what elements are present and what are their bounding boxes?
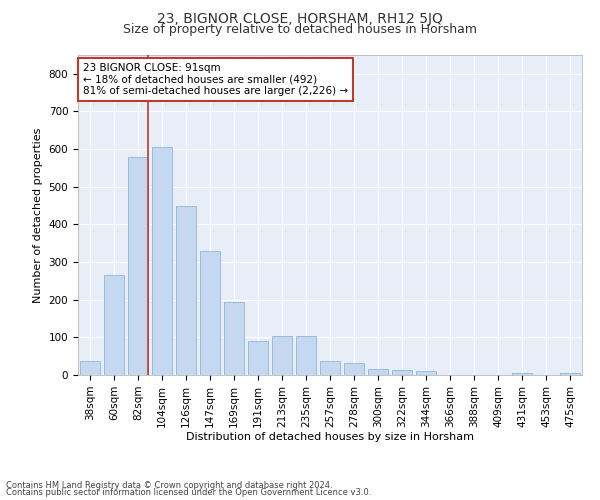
Bar [344, 363, 364, 375]
Bar [200, 251, 220, 375]
Bar [176, 206, 196, 375]
Bar [248, 341, 268, 375]
Bar [368, 368, 388, 375]
Text: 23 BIGNOR CLOSE: 91sqm
← 18% of detached houses are smaller (492)
81% of semi-de: 23 BIGNOR CLOSE: 91sqm ← 18% of detached… [83, 63, 348, 96]
Bar [560, 373, 580, 375]
Bar [272, 336, 292, 375]
Bar [320, 361, 340, 375]
Bar [392, 370, 412, 375]
Bar [128, 156, 148, 375]
Text: Contains HM Land Registry data © Crown copyright and database right 2024.: Contains HM Land Registry data © Crown c… [6, 480, 332, 490]
Bar [152, 147, 172, 375]
X-axis label: Distribution of detached houses by size in Horsham: Distribution of detached houses by size … [186, 432, 474, 442]
Text: Contains public sector information licensed under the Open Government Licence v3: Contains public sector information licen… [6, 488, 371, 497]
Bar [296, 336, 316, 375]
Bar [80, 360, 100, 375]
Text: Size of property relative to detached houses in Horsham: Size of property relative to detached ho… [123, 22, 477, 36]
Y-axis label: Number of detached properties: Number of detached properties [33, 128, 43, 302]
Bar [416, 371, 436, 375]
Bar [224, 302, 244, 375]
Text: 23, BIGNOR CLOSE, HORSHAM, RH12 5JQ: 23, BIGNOR CLOSE, HORSHAM, RH12 5JQ [157, 12, 443, 26]
Bar [104, 275, 124, 375]
Bar [512, 373, 532, 375]
